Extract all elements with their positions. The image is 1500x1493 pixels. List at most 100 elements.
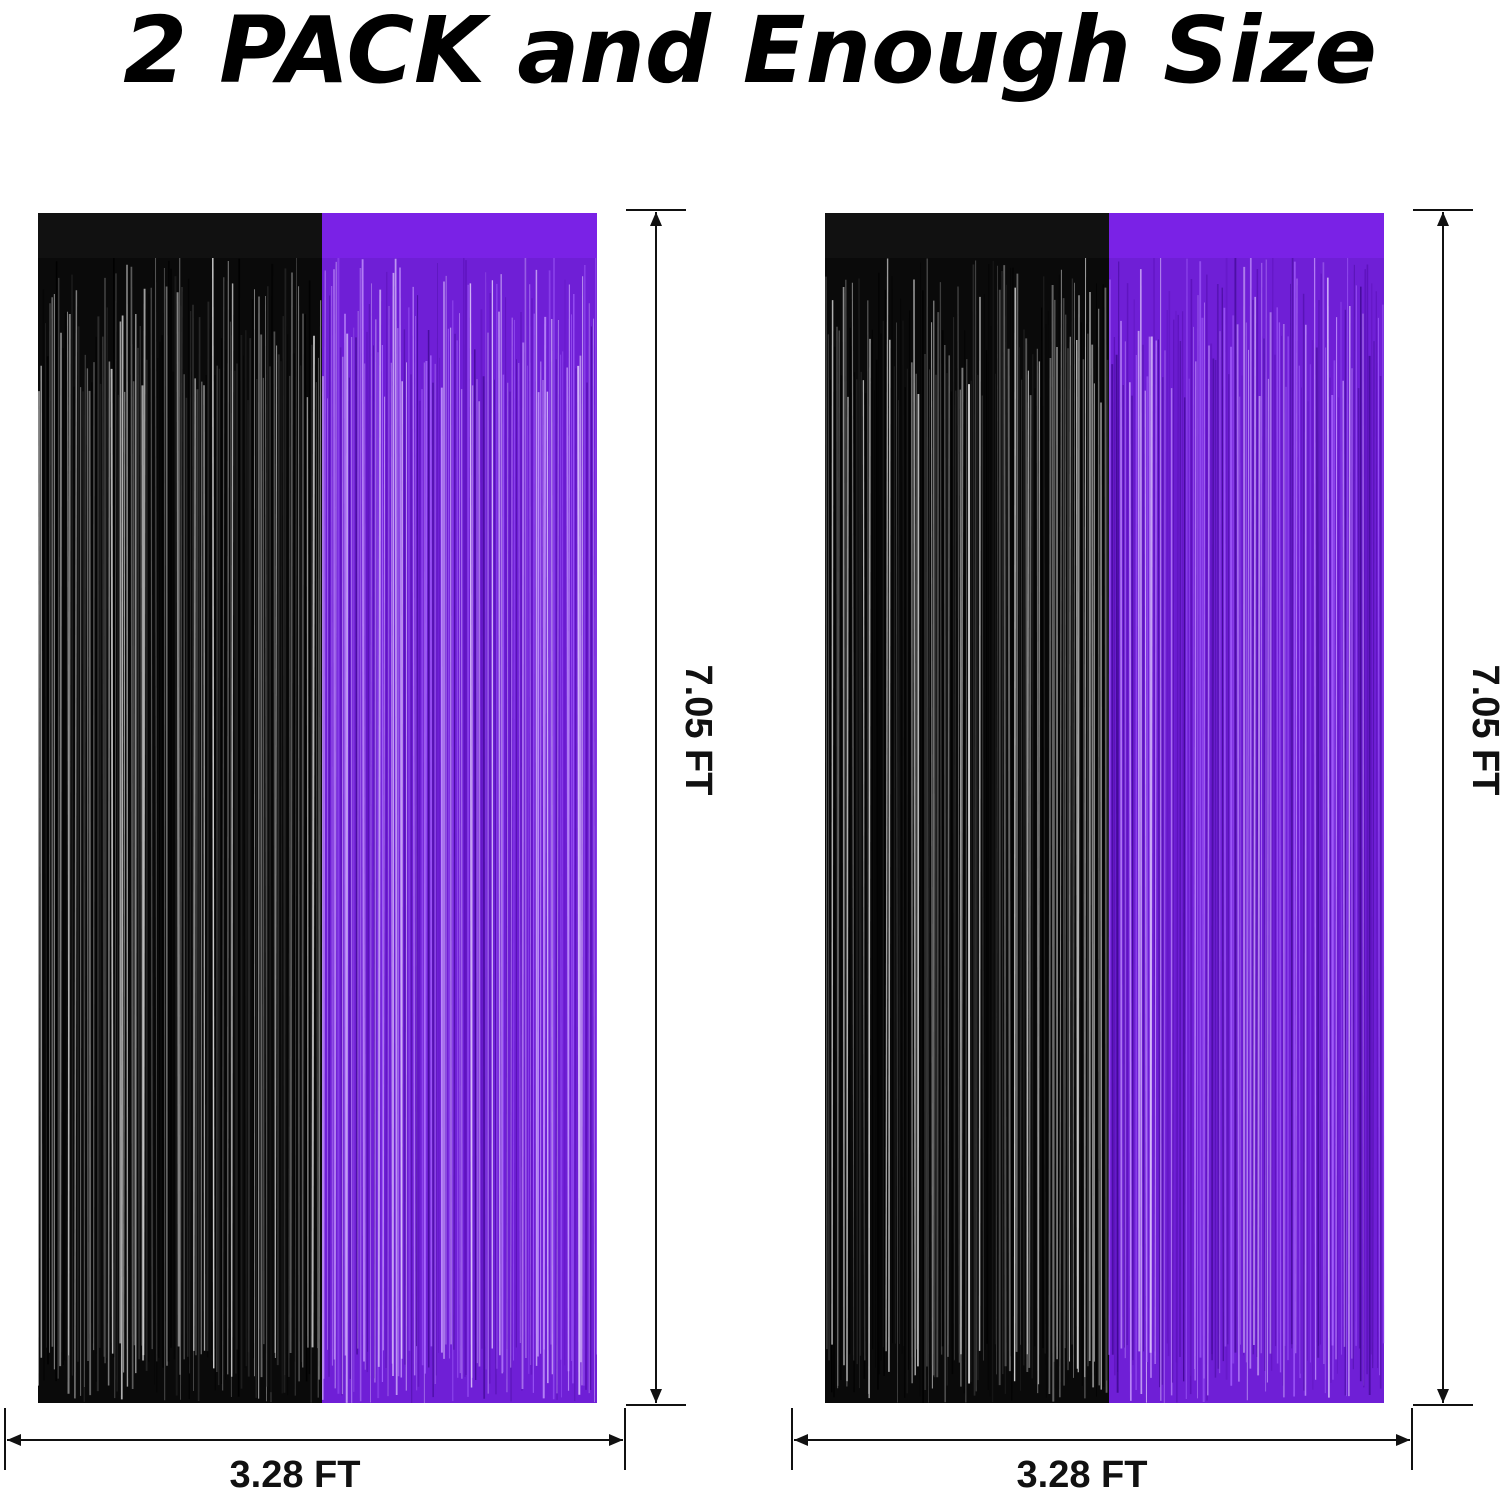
tinsel-strand	[417, 400, 421, 1387]
tinsel-strand	[410, 374, 413, 1403]
tinsel-strand	[530, 298, 533, 1375]
tinsel-strand	[67, 311, 70, 1356]
tinsel-strand	[245, 330, 248, 1367]
tinsel-strand	[310, 344, 313, 1403]
tinsel-strand	[532, 313, 535, 1393]
tinsel-strand	[421, 389, 424, 1366]
curtain-set: 7.05 FT 3.28 FT	[791, 209, 1500, 1493]
tinsel-strand	[243, 355, 246, 1369]
tinsel-strand	[957, 286, 960, 1363]
tinsel-strand	[1253, 296, 1257, 1346]
tinsel-strand	[1270, 254, 1274, 1371]
arrow-head	[1437, 212, 1449, 226]
tinsel-strand	[1037, 361, 1041, 1385]
tinsel-strand	[595, 254, 597, 1355]
tinsel-strand	[1223, 307, 1227, 1347]
tinsel-strand	[174, 276, 178, 1396]
tinsel-strand	[1335, 317, 1338, 1360]
tinsel-strand	[105, 307, 108, 1358]
tinsel-strand	[76, 326, 80, 1362]
tinsel-strand	[521, 342, 525, 1389]
tinsel-strand	[82, 391, 85, 1402]
tinsel-strand	[1227, 374, 1230, 1345]
tinsel-strand	[120, 315, 124, 1400]
tinsel-strand	[1048, 358, 1052, 1395]
tinsel-strand	[875, 359, 879, 1390]
tinsel-strand	[1153, 256, 1156, 1352]
tinsel-strand	[294, 253, 297, 1396]
tinsel-strand	[447, 328, 451, 1359]
tinsel-strand	[975, 260, 977, 1392]
tinsel-strand	[176, 292, 180, 1347]
tinsel-strand	[304, 314, 308, 1382]
tinsel-strand	[283, 268, 287, 1393]
tinsel-strand	[435, 263, 438, 1376]
tinsel-strand	[90, 382, 94, 1344]
tinsel-strand	[1058, 274, 1060, 1360]
tinsel-strand	[222, 277, 225, 1391]
tinsel-strand	[1290, 255, 1294, 1345]
tinsel-strand	[1019, 347, 1021, 1391]
tinsel-strand	[913, 279, 916, 1376]
tinsel-strand	[416, 295, 419, 1347]
tinsel-strand	[251, 299, 255, 1359]
tinsel-strand	[1137, 330, 1141, 1352]
tinsel-strand	[1015, 273, 1019, 1352]
tinsel-strand	[206, 301, 210, 1352]
tinsel-strand	[837, 330, 840, 1386]
tinsel-strand	[480, 309, 483, 1349]
tinsel-strand	[306, 397, 309, 1348]
tinsel-strand	[1154, 340, 1157, 1364]
tinsel-strand	[907, 310, 911, 1370]
tinsel-strand	[265, 286, 269, 1387]
tinsel-strand	[577, 365, 581, 1395]
tinsel-strand	[137, 347, 141, 1360]
tinsel-strand	[561, 351, 564, 1398]
tinsel-strand	[42, 289, 45, 1381]
tinsel-strand	[194, 389, 199, 1356]
tinsel-strand	[397, 328, 400, 1377]
tinsel-strand	[200, 381, 203, 1355]
tinsel-strand	[237, 258, 241, 1397]
tinsel-strand	[933, 374, 937, 1378]
tinsel-strand	[180, 287, 183, 1400]
tinsel-strand	[150, 287, 153, 1350]
tinsel-strand	[1163, 350, 1166, 1403]
tinsel-strand	[1003, 265, 1007, 1367]
tinsel-strand	[348, 377, 351, 1379]
tinsel-strand	[49, 303, 51, 1353]
tinsel-strand	[255, 379, 258, 1398]
tinsel-strand	[936, 312, 940, 1378]
tinsel-strand	[959, 389, 962, 1387]
tinsel-strand	[459, 313, 461, 1374]
tinsel-strand	[983, 294, 986, 1351]
tinsel-strand	[370, 283, 372, 1403]
height-label: 7.05 FT	[677, 665, 719, 796]
tinsel-strand	[1313, 257, 1317, 1380]
tinsel-strand	[1176, 314, 1179, 1403]
tinsel-strand	[247, 338, 252, 1377]
tinsel-strand	[965, 359, 968, 1403]
tinsel-strand	[318, 300, 322, 1380]
tinsel-strand	[555, 359, 558, 1400]
tinsel-strand	[189, 311, 192, 1374]
tinsel-strand	[1300, 387, 1302, 1374]
tinsel-strand	[203, 385, 206, 1351]
curtain-header	[825, 213, 1109, 258]
tinsel-strand	[1329, 377, 1332, 1383]
tinsel-strand	[891, 275, 894, 1344]
tinsel-strand	[1236, 324, 1240, 1382]
tinsel-strand	[1185, 258, 1188, 1399]
arrow-head	[794, 1434, 808, 1446]
tinsel-strand	[289, 272, 293, 1354]
tinsel-strand	[1336, 397, 1340, 1374]
tinsel-strand	[63, 312, 67, 1361]
tinsel-strand	[88, 390, 92, 1396]
tinsel-strand	[269, 263, 274, 1393]
tinsel-strand	[567, 284, 570, 1391]
tinsel-strand	[883, 289, 887, 1377]
tinsel-strand	[947, 355, 950, 1357]
tinsel-strand	[585, 382, 588, 1390]
